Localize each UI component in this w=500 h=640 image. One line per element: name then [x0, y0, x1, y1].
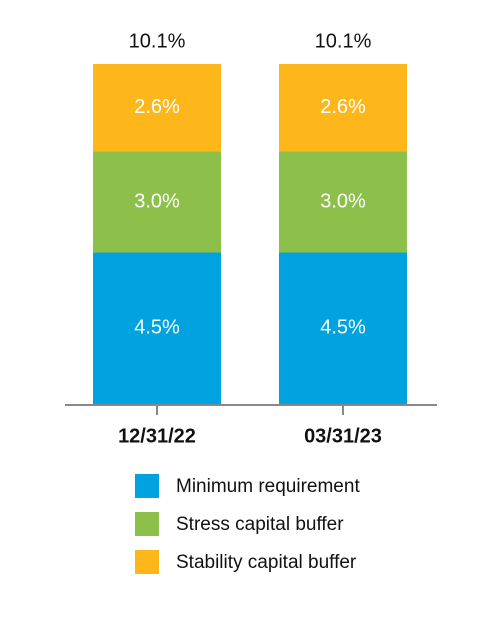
legend-swatch	[135, 512, 159, 536]
x-tick-label: 12/31/22	[118, 425, 196, 447]
bar-segment	[279, 151, 407, 253]
value-label: 4.5%	[320, 317, 366, 339]
bar-segment	[279, 252, 407, 404]
total-label: 10.1%	[315, 30, 372, 52]
bar-segment	[93, 151, 221, 253]
legend-swatch	[135, 550, 159, 574]
legend-swatch	[135, 474, 159, 498]
legend-label: Stability capital buffer	[176, 552, 357, 573]
bar-segment	[93, 64, 221, 152]
value-label: 3.0%	[134, 190, 180, 212]
total-label: 10.1%	[129, 30, 186, 52]
legend-label: Stress capital buffer	[176, 514, 344, 535]
value-label: 2.6%	[134, 96, 180, 118]
value-label: 3.0%	[320, 190, 366, 212]
bar-segment	[93, 252, 221, 404]
legend-label: Minimum requirement	[176, 476, 360, 497]
value-label: 4.5%	[134, 317, 180, 339]
bar-segment	[279, 64, 407, 152]
x-tick-label: 03/31/23	[304, 425, 382, 447]
value-label: 2.6%	[320, 96, 366, 118]
